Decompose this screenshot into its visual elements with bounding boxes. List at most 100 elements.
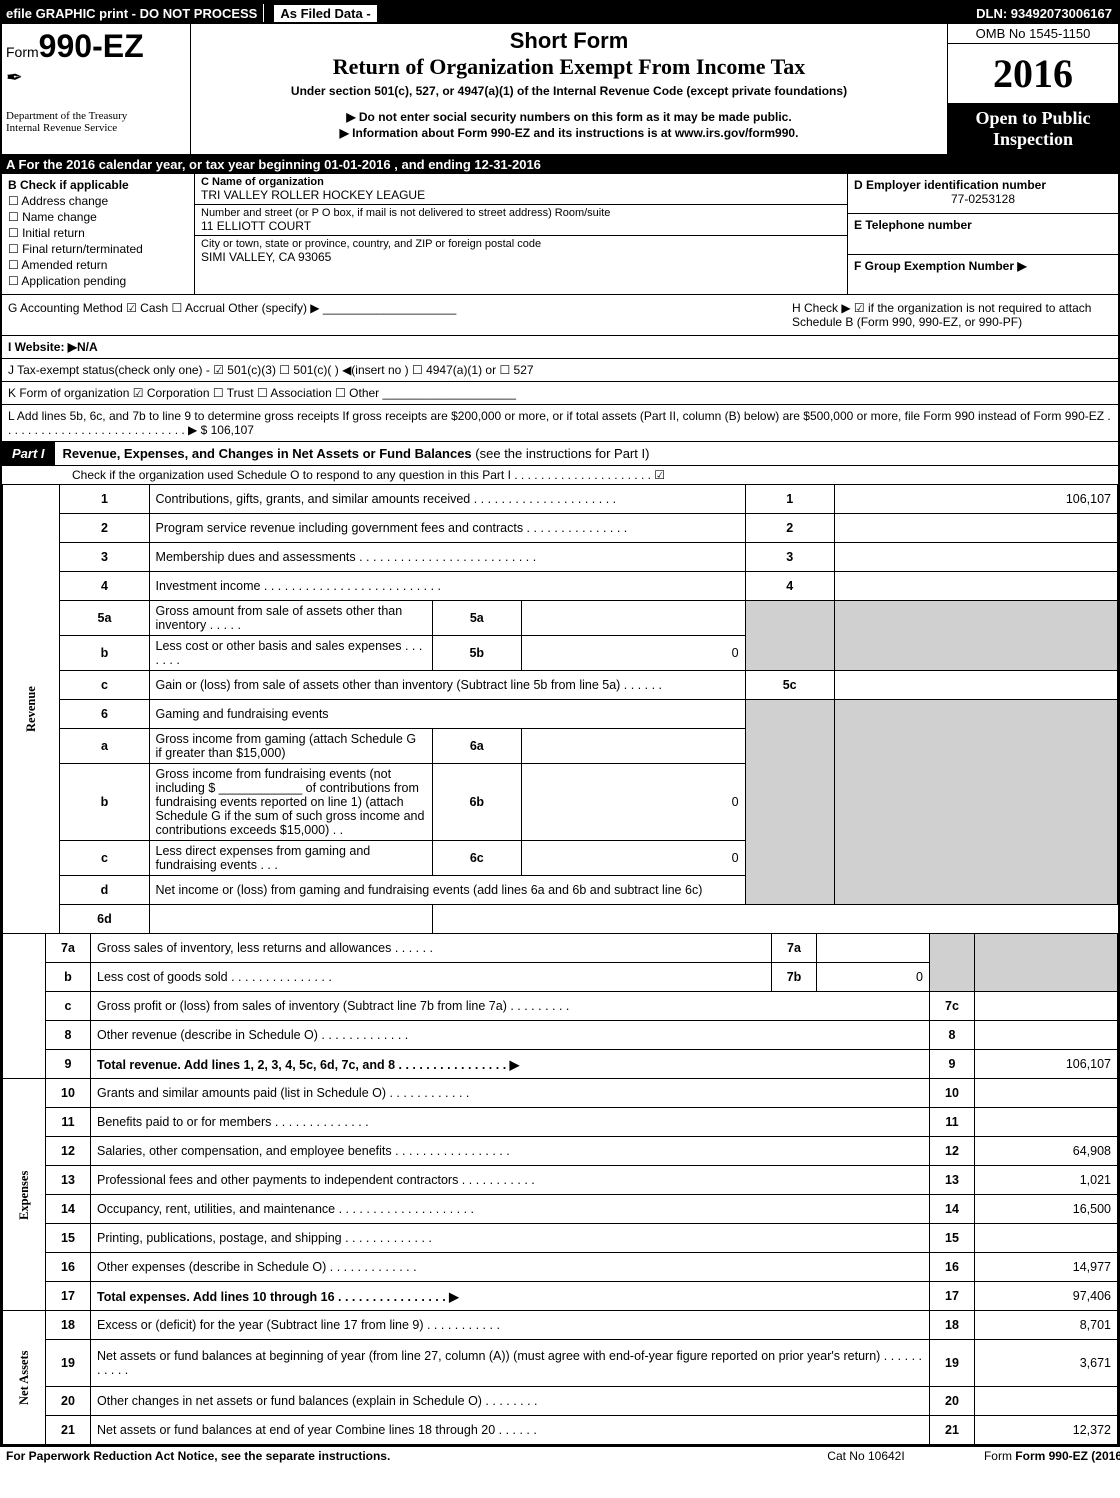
l4-desc: Investment income . . . . . . . . . . . … <box>149 572 745 601</box>
l5c-num: c <box>60 671 149 700</box>
section-f-group: F Group Exemption Number ▶ <box>848 255 1118 294</box>
l6b-desc: Gross income from fundraising events (no… <box>149 764 432 841</box>
l9-desc: Total revenue. Add lines 1, 2, 3, 4, 5c,… <box>91 1050 930 1079</box>
website-text: I Website: ▶N/A <box>8 340 98 354</box>
chk-final-return[interactable]: ☐ Final return/terminated <box>8 242 188 256</box>
divider <box>263 4 264 22</box>
l6-num: 6 <box>60 700 149 729</box>
footer-paperwork: For Paperwork Reduction Act Notice, see … <box>6 1449 786 1463</box>
l19-rnum: 19 <box>930 1340 975 1387</box>
l19-desc: Net assets or fund balances at beginning… <box>91 1340 930 1387</box>
l9-rnum: 9 <box>930 1050 975 1079</box>
l8-rnum: 8 <box>930 1021 975 1050</box>
l13-rnum: 13 <box>930 1166 975 1195</box>
part-1-header: Part I Revenue, Expenses, and Changes in… <box>2 442 1118 466</box>
line-20: 20 Other changes in net assets or fund b… <box>3 1387 1118 1416</box>
l6a-sub: 6a <box>432 729 521 764</box>
l7c-desc: Gross profit or (loss) from sales of inv… <box>91 992 930 1021</box>
ein-value: 77-0253128 <box>854 192 1112 206</box>
l21-rnum: 21 <box>930 1416 975 1445</box>
row-g-h: G Accounting Method ☑ Cash ☐ Accrual Oth… <box>2 295 1118 336</box>
chk-application-pending[interactable]: ☐ Application pending <box>8 274 188 288</box>
l5-gray <box>745 601 834 671</box>
row-i-website: I Website: ▶N/A <box>2 336 1118 359</box>
section-def-col: D Employer identification number 77-0253… <box>847 174 1118 294</box>
line-6: 6 Gaming and fundraising events <box>3 700 1118 729</box>
header-row: Form990-EZ ✒ Department of the Treasury … <box>2 24 1118 155</box>
form-990ez-page: efile GRAPHIC print - DO NOT PROCESS As … <box>0 0 1120 1447</box>
street-label: Number and street (or P O box, if mail i… <box>201 207 841 219</box>
l5b-num: b <box>60 636 149 671</box>
l15-amt <box>975 1224 1118 1253</box>
l1-rnum: 1 <box>745 485 834 514</box>
l7a-sub: 7a <box>772 934 817 963</box>
line-9: 9 Total revenue. Add lines 1, 2, 3, 4, 5… <box>3 1050 1118 1079</box>
part-1-label: Part I <box>2 442 55 465</box>
l21-desc: Net assets or fund balances at end of ye… <box>91 1416 930 1445</box>
under-section: Under section 501(c), 527, or 4947(a)(1)… <box>199 84 939 98</box>
l9-num: 9 <box>46 1050 91 1079</box>
line-3: 3 Membership dues and assessments . . . … <box>3 543 1118 572</box>
line-8: 8 Other revenue (describe in Schedule O)… <box>3 1021 1118 1050</box>
line-7c: c Gross profit or (loss) from sales of i… <box>3 992 1118 1021</box>
l6-gray-amt <box>834 700 1117 905</box>
phone-label: E Telephone number <box>854 218 1112 232</box>
line-7a: 7a Gross sales of inventory, less return… <box>3 934 1118 963</box>
l6-gray <box>745 700 834 905</box>
l20-rnum: 20 <box>930 1387 975 1416</box>
line-12: 12 Salaries, other compensation, and emp… <box>3 1137 1118 1166</box>
l14-rnum: 14 <box>930 1195 975 1224</box>
line-14: 14 Occupancy, rent, utilities, and maint… <box>3 1195 1118 1224</box>
chk-amended-return[interactable]: ☐ Amended return <box>8 258 188 272</box>
line-18: Net Assets 18 Excess or (deficit) for th… <box>3 1311 1118 1340</box>
dept-treasury: Department of the Treasury <box>6 110 186 122</box>
part-1-title-text: Revenue, Expenses, and Changes in Net As… <box>63 446 472 461</box>
l6b-sub: 6b <box>432 764 521 841</box>
l6d-rnum: 6d <box>60 905 149 934</box>
as-filed-label: As Filed Data - <box>274 5 376 22</box>
section-a-year: A For the 2016 calendar year, or tax yea… <box>2 155 1118 174</box>
l6c-sub: 6c <box>432 841 521 876</box>
l4-num: 4 <box>60 572 149 601</box>
l6c-subval: 0 <box>521 841 745 876</box>
l19-amt: 3,671 <box>975 1340 1118 1387</box>
tax-year: 2016 <box>948 44 1118 104</box>
schedule-b-check: H Check ▶ ☑ if the organization is not r… <box>792 301 1112 329</box>
chk-address-change[interactable]: ☐ Address change <box>8 194 188 208</box>
section-c-org: C Name of organization TRI VALLEY ROLLER… <box>195 174 847 294</box>
l15-rnum: 15 <box>930 1224 975 1253</box>
l13-desc: Professional fees and other payments to … <box>91 1166 930 1195</box>
l3-amt <box>834 543 1117 572</box>
row-k-org-form: K Form of organization ☑ Corporation ☐ T… <box>2 382 1118 405</box>
l4-rnum: 4 <box>745 572 834 601</box>
form-number: 990-EZ <box>39 28 144 64</box>
chk-name-change[interactable]: ☐ Name change <box>8 210 188 224</box>
l20-num: 20 <box>46 1387 91 1416</box>
line-17: 17 Total expenses. Add lines 10 through … <box>3 1282 1118 1311</box>
l8-desc: Other revenue (describe in Schedule O) .… <box>91 1021 930 1050</box>
l16-rnum: 16 <box>930 1253 975 1282</box>
line-2: 2 Program service revenue including gove… <box>3 514 1118 543</box>
dln-text: DLN: 93492073006167 <box>976 6 1118 21</box>
l5c-rnum: 5c <box>745 671 834 700</box>
l13-num: 13 <box>46 1166 91 1195</box>
line-11: 11 Benefits paid to or for members . . .… <box>3 1108 1118 1137</box>
l1-amt: 106,107 <box>834 485 1117 514</box>
l11-rnum: 11 <box>930 1108 975 1137</box>
l17-desc: Total expenses. Add lines 10 through 16 … <box>91 1282 930 1311</box>
section-b-checkboxes: B Check if applicable ☐ Address change ☐… <box>2 174 195 294</box>
line-15: 15 Printing, publications, postage, and … <box>3 1224 1118 1253</box>
l10-rnum: 10 <box>930 1079 975 1108</box>
chk-initial-return[interactable]: ☐ Initial return <box>8 226 188 240</box>
l7-gray <box>930 934 975 992</box>
l17-num: 17 <box>46 1282 91 1311</box>
header-right: OMB No 1545-1150 2016 Open to Public Ins… <box>948 24 1118 154</box>
l16-num: 16 <box>46 1253 91 1282</box>
l7c-rnum: 7c <box>930 992 975 1021</box>
l12-rnum: 12 <box>930 1137 975 1166</box>
l5b-subval: 0 <box>521 636 745 671</box>
org-name: TRI VALLEY ROLLER HOCKEY LEAGUE <box>201 188 841 202</box>
l15-num: 15 <box>46 1224 91 1253</box>
l2-amt <box>834 514 1117 543</box>
l6-desc: Gaming and fundraising events <box>149 700 745 729</box>
